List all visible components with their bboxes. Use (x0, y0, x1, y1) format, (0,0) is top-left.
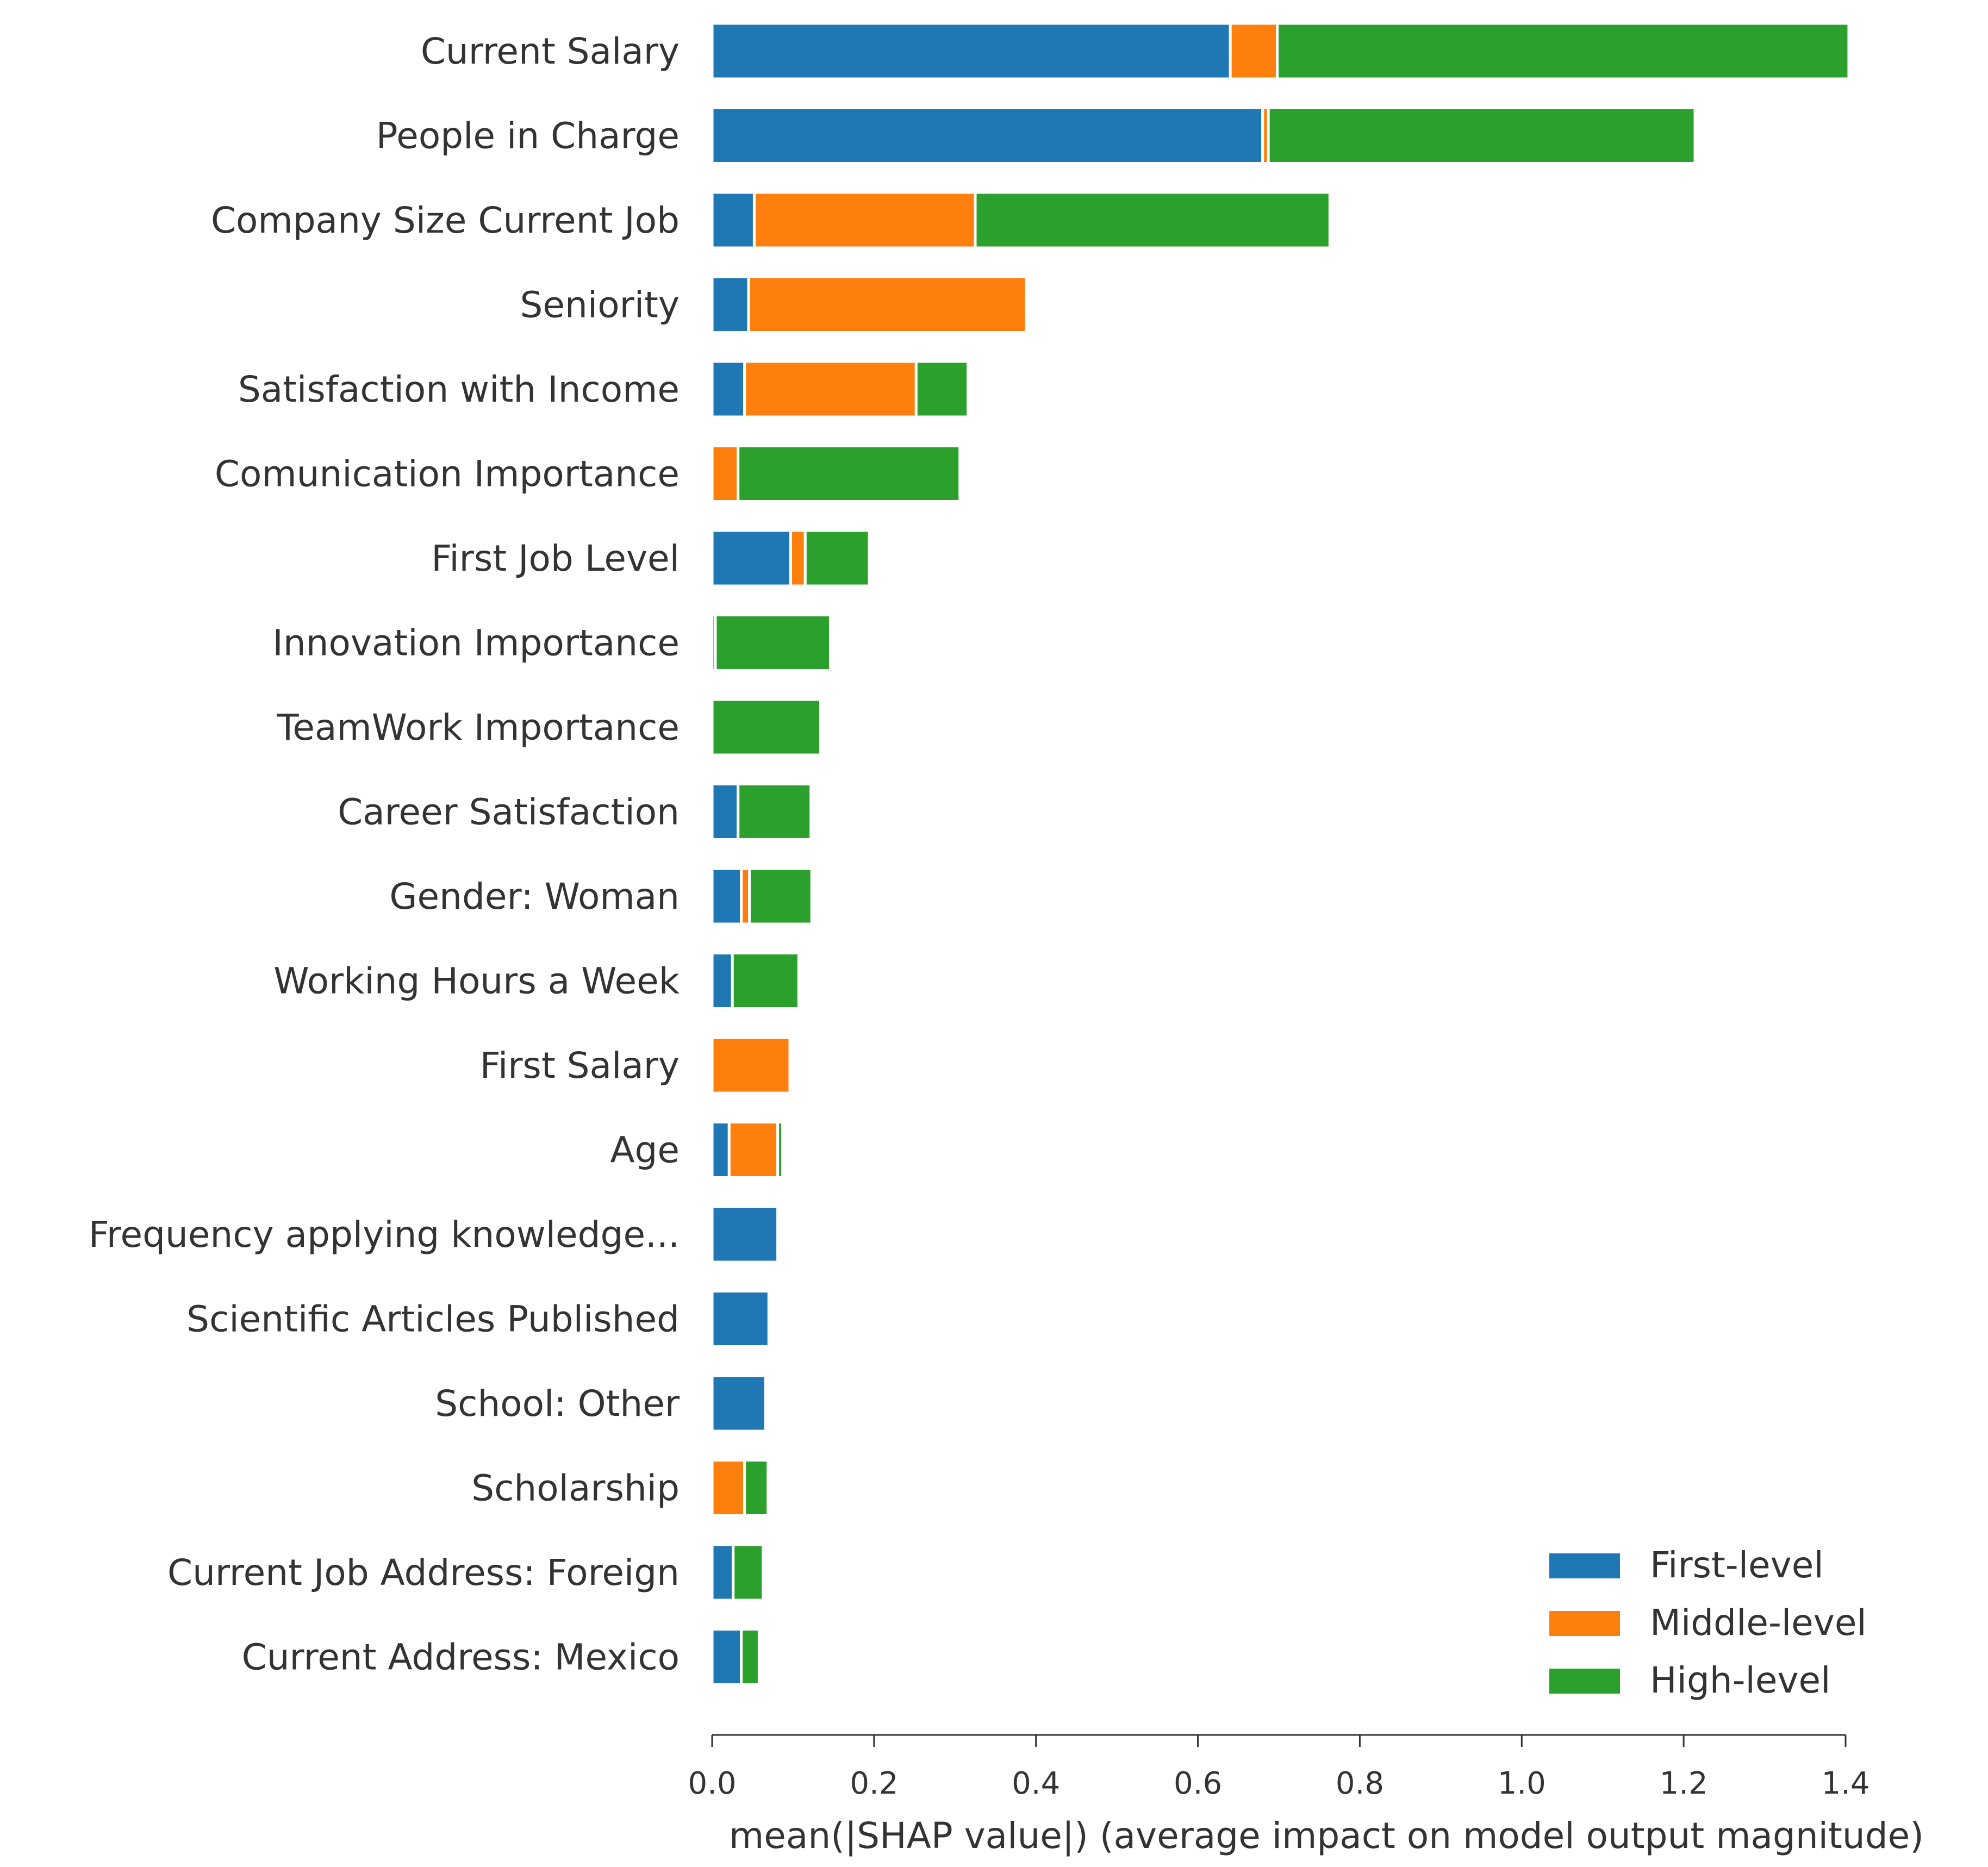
category-label: Scientific Articles Published (186, 1298, 680, 1340)
legend-swatch (1549, 1669, 1620, 1694)
bar-segment-first-level (711, 783, 740, 841)
bar-segment-first-level (711, 191, 756, 249)
bar-segment-middle-level (747, 276, 1028, 334)
legend-label: High-level (1650, 1659, 1830, 1701)
x-tick-label: 0.8 (1336, 1766, 1384, 1801)
category-label: School: Other (435, 1383, 680, 1425)
legend: First-level Middle-level High-level (1549, 1544, 1867, 1701)
category-label: Comunication Importance (215, 453, 680, 495)
bar-segment-middle-level (711, 1036, 792, 1095)
bar-segment-high-level (748, 867, 813, 926)
bar-segment-high-level (737, 783, 813, 841)
bar-segment-first-level (711, 1121, 731, 1179)
category-label: TeamWork Importance (276, 707, 680, 748)
x-tick-label: 1.4 (1821, 1766, 1869, 1801)
category-labels: Current Salary People in Charge Company Si… (89, 30, 680, 1678)
category-label: Career Satisfaction (338, 791, 680, 833)
x-tick-label: 1.0 (1498, 1766, 1546, 1801)
bar-segment-middle-level (711, 445, 740, 503)
category-label: Gender: Woman (389, 876, 680, 917)
category-label: First Job Level (431, 538, 680, 579)
x-tick-label: 0.6 (1174, 1766, 1222, 1801)
bar-segment-first-level (711, 1543, 735, 1602)
category-label: People in Charge (376, 115, 680, 157)
bar-segment-high-level (914, 360, 970, 419)
bar-segment-high-level (732, 1543, 765, 1602)
x-tick-label: 0.2 (850, 1766, 898, 1801)
category-label: Scholarship (471, 1468, 680, 1509)
bar-segment-first-level (711, 1290, 770, 1348)
bar-segment-high-level (731, 952, 800, 1010)
category-label: First Salary (480, 1045, 680, 1087)
category-label: Innovation Importance (272, 622, 680, 664)
bar-segment-middle-level (1229, 22, 1279, 80)
bar-segment-first-level (711, 360, 746, 419)
legend-label: First-level (1650, 1544, 1824, 1586)
bar-segment-high-level (743, 1459, 770, 1517)
bar-segment-high-level (1267, 107, 1697, 165)
legend-swatch (1549, 1611, 1620, 1636)
x-tick-label: 0.0 (688, 1766, 736, 1801)
bar-segment-first-level (711, 952, 734, 1010)
category-label: Satisfaction with Income (238, 369, 680, 410)
category-label: Frequency applying knowledge... (89, 1214, 680, 1256)
bar-segment-middle-level (727, 1121, 780, 1179)
bar-segment-first-level (711, 22, 1232, 80)
category-label: Company Size Current Job (211, 199, 680, 241)
category-label: Current Salary (421, 30, 680, 72)
x-axis-title: mean(|SHAP value|) (average impact on mo… (729, 1815, 1924, 1857)
bar-segment-first-level (711, 1205, 780, 1264)
bar-segment-high-level (1276, 22, 1850, 80)
bar-segment-first-level (711, 1374, 767, 1433)
legend-swatch (1549, 1553, 1620, 1578)
bar-segment-high-level (776, 1121, 784, 1179)
x-tick-label: 0.4 (1012, 1766, 1060, 1801)
bar-segment-first-level (711, 1628, 743, 1686)
bar-segment-first-level (711, 867, 743, 926)
category-label: Seniority (520, 284, 680, 326)
bar-segment-middle-level (743, 360, 918, 419)
legend-label: Middle-level (1650, 1602, 1867, 1644)
bar-segment-high-level (737, 445, 962, 503)
x-axis: 0.0 0.2 0.4 0.6 0.8 1.0 1.2 1.4 (688, 1734, 1870, 1801)
bar-segment-first-level (711, 107, 1264, 165)
category-label: Current Job Address: Foreign (167, 1552, 680, 1594)
bar-segment-high-level (711, 698, 822, 757)
bar-segment-high-level (803, 529, 871, 588)
x-tick-label: 1.2 (1660, 1766, 1708, 1801)
bar-segment-high-level (740, 1628, 761, 1686)
bar-segment-middle-level (711, 1459, 746, 1517)
category-label: Age (610, 1129, 680, 1171)
category-label: Current Address: Mexico (242, 1637, 680, 1678)
bar-segment-middle-level (752, 191, 977, 249)
bar-segment-high-level (974, 191, 1331, 249)
bar-segment-high-level (714, 614, 832, 672)
bar-segment-middle-level (789, 529, 807, 588)
bars-layer (711, 22, 1850, 1686)
bar-segment-first-level (711, 276, 750, 334)
bar-segment-first-level (711, 529, 792, 588)
category-label: Working Hours a Week (273, 960, 680, 1002)
